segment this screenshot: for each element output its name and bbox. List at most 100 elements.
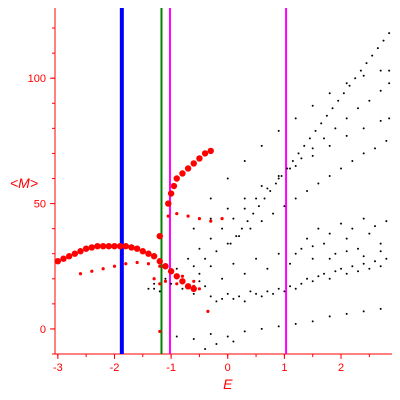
data-point [192, 292, 195, 295]
data-point [152, 277, 156, 281]
data-point [179, 278, 186, 285]
data-point [388, 82, 391, 85]
data-point [294, 164, 297, 167]
data-point [226, 207, 229, 210]
data-point [65, 253, 73, 260]
data-point [158, 329, 162, 334]
data-point [368, 267, 371, 270]
data-point [323, 137, 326, 140]
data-point [158, 264, 162, 268]
data-point [209, 295, 212, 298]
data-point [334, 127, 337, 130]
data-point [269, 190, 272, 193]
data-point [311, 257, 314, 260]
data-point [345, 272, 348, 275]
data-point [255, 257, 258, 260]
data-point [105, 242, 113, 250]
data-point [162, 263, 169, 270]
data-point [243, 159, 246, 162]
data-point [317, 275, 320, 278]
data-point [266, 290, 269, 293]
data-point [190, 285, 197, 293]
data-point [362, 262, 365, 265]
data-point [192, 284, 196, 288]
data-point [88, 244, 96, 251]
data-point [209, 332, 212, 335]
data-point [196, 155, 203, 162]
data-point [124, 262, 128, 266]
data-point [206, 309, 210, 313]
data-point [260, 295, 263, 298]
data-point [243, 330, 246, 333]
data-point [215, 300, 218, 303]
data-point [311, 147, 314, 150]
data-point [345, 134, 348, 137]
data-point [325, 114, 328, 117]
data-point [376, 47, 379, 50]
data-point [277, 129, 280, 132]
data-point [334, 270, 337, 273]
data-point [294, 252, 297, 255]
data-point [266, 187, 269, 190]
data-point [139, 248, 146, 255]
data-point [99, 242, 107, 250]
data-point [90, 269, 94, 273]
data-point [345, 82, 348, 85]
data-point [122, 242, 129, 250]
data-point [306, 277, 309, 280]
data-point [204, 285, 207, 288]
data-point [291, 159, 294, 162]
data-point [331, 107, 334, 110]
data-point [289, 262, 292, 265]
data-point [345, 117, 348, 120]
data-point [156, 232, 163, 240]
data-point [238, 235, 241, 238]
y-tick-label: 0 [40, 324, 46, 336]
data-point [221, 277, 224, 280]
y-tick-label: 50 [34, 199, 46, 211]
data-point [283, 205, 286, 208]
data-point [240, 227, 243, 230]
data-point [198, 247, 201, 250]
data-point [348, 84, 351, 87]
data-point [379, 69, 382, 72]
data-point [362, 255, 365, 258]
data-point [277, 287, 280, 290]
data-point [289, 285, 292, 288]
data-point [385, 220, 388, 223]
data-point [311, 154, 314, 157]
data-point [243, 272, 246, 275]
data-point [379, 89, 382, 92]
data-point [277, 252, 280, 255]
data-point [220, 217, 224, 221]
data-point [368, 99, 371, 102]
data-point [78, 272, 83, 276]
data-point [226, 335, 229, 338]
data-point [255, 197, 258, 200]
data-point [243, 207, 246, 210]
data-point [345, 250, 348, 253]
data-point [135, 260, 139, 265]
data-point [317, 227, 320, 230]
data-point [320, 122, 323, 125]
data-point [186, 214, 190, 218]
data-point [209, 265, 212, 268]
data-point [180, 274, 185, 278]
data-point [308, 137, 311, 140]
data-point [351, 265, 354, 268]
data-point [111, 242, 118, 250]
data-point [209, 237, 212, 240]
data-point [300, 247, 303, 250]
data-point [164, 277, 167, 280]
data-point [328, 144, 331, 147]
data-point [300, 282, 303, 285]
data-point [368, 232, 371, 235]
x-tick-label: -2 [110, 362, 120, 374]
data-point [303, 144, 306, 147]
data-point [158, 290, 161, 293]
data-point [204, 257, 207, 260]
x-tick-label: 2 [338, 362, 344, 374]
data-point [317, 182, 320, 185]
